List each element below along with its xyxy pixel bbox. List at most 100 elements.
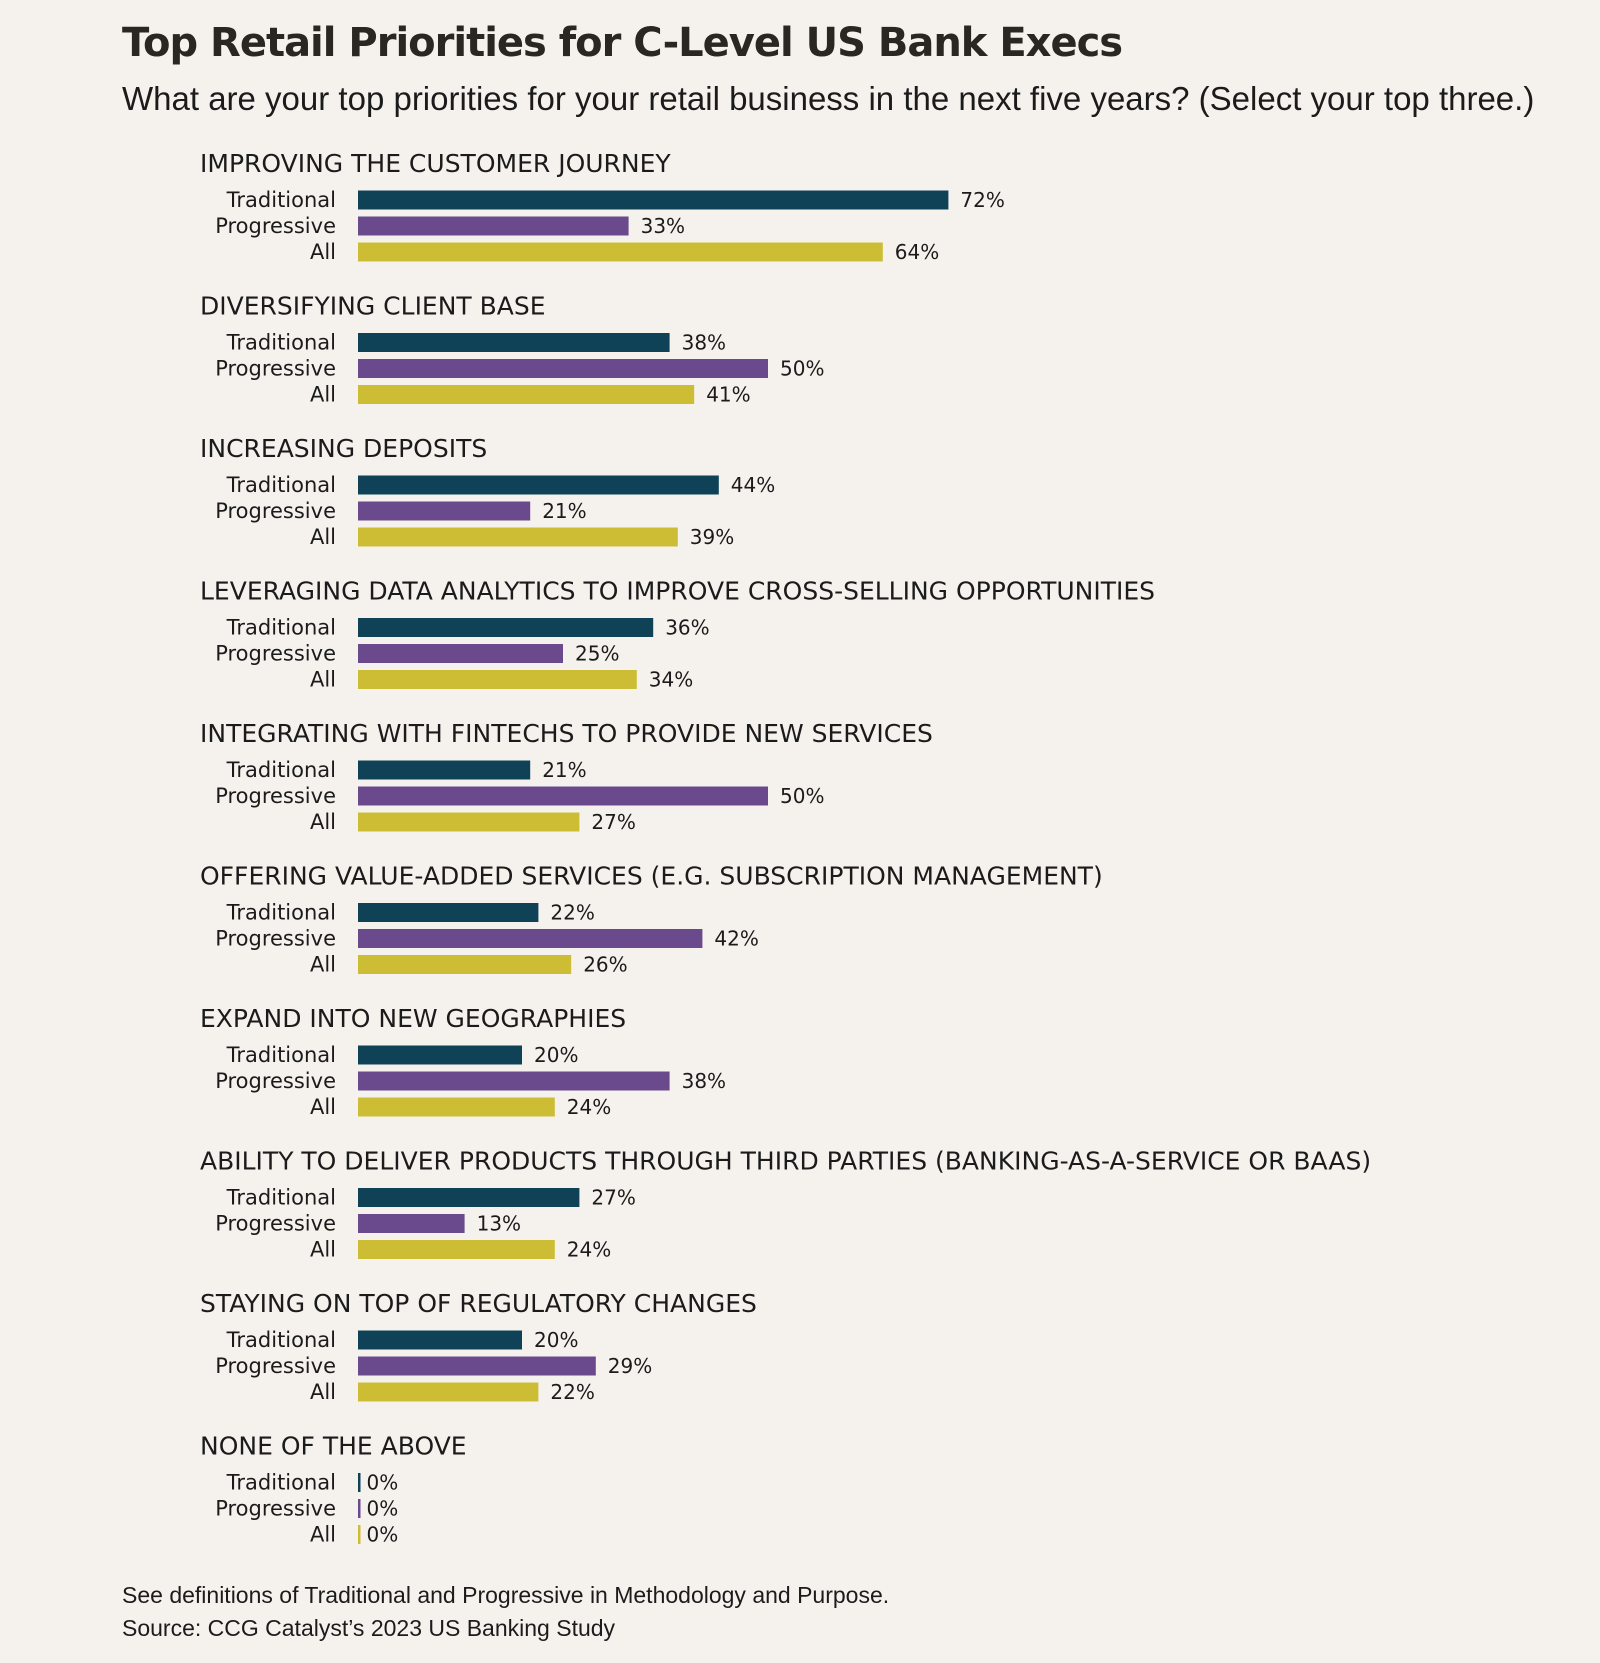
bar-all-8 xyxy=(358,1240,555,1259)
row-label-traditional-1: Traditional xyxy=(226,188,336,212)
category-label-9: STAYING ON TOP OF REGULATORY CHANGES xyxy=(200,1289,757,1318)
row-label-progressive-10: Progressive xyxy=(215,1497,336,1521)
row-label-progressive-8: Progressive xyxy=(215,1212,336,1236)
bar-progressive-7 xyxy=(358,1071,670,1091)
bar-all-7 xyxy=(358,1097,555,1117)
row-label-all-2: All xyxy=(310,383,336,407)
bar-progressive-5 xyxy=(358,786,768,806)
bar-traditional-9 xyxy=(358,1330,522,1350)
row-label-traditional-7: Traditional xyxy=(226,1043,336,1067)
row-label-all-1: All xyxy=(310,240,336,264)
row-label-all-3: All xyxy=(310,525,336,549)
bar-progressive-8 xyxy=(358,1214,465,1233)
bar-progressive-1 xyxy=(358,216,629,236)
value-label-progressive-2: 50% xyxy=(780,357,824,381)
bar-progressive-10 xyxy=(358,1499,361,1518)
chart-title: Top Retail Priorities for C-Level US Ban… xyxy=(122,20,1123,66)
bar-traditional-3 xyxy=(358,475,719,495)
row-label-progressive-7: Progressive xyxy=(215,1069,336,1093)
bar-traditional-4 xyxy=(358,618,654,637)
bar-all-3 xyxy=(358,527,678,547)
value-label-all-10: 0% xyxy=(367,1523,399,1547)
value-label-traditional-9: 20% xyxy=(534,1328,578,1352)
bar-traditional-7 xyxy=(358,1045,522,1065)
category-label-10: NONE OF THE ABOVE xyxy=(200,1432,467,1461)
value-label-all-7: 24% xyxy=(567,1095,611,1119)
value-label-progressive-5: 50% xyxy=(780,784,824,808)
row-label-progressive-3: Progressive xyxy=(215,499,336,523)
bar-all-1 xyxy=(358,242,883,262)
bar-all-6 xyxy=(358,955,572,974)
value-label-progressive-7: 38% xyxy=(682,1069,726,1093)
bar-all-2 xyxy=(358,385,695,404)
value-label-progressive-6: 42% xyxy=(714,927,758,951)
row-label-all-10: All xyxy=(310,1523,336,1547)
value-label-traditional-3: 44% xyxy=(731,473,775,497)
value-label-all-1: 64% xyxy=(895,240,939,264)
row-label-traditional-6: Traditional xyxy=(226,901,336,925)
bar-traditional-5 xyxy=(358,760,531,780)
bar-traditional-1 xyxy=(358,190,949,210)
row-label-progressive-4: Progressive xyxy=(215,642,336,666)
row-label-all-4: All xyxy=(310,668,336,692)
value-label-traditional-10: 0% xyxy=(367,1471,399,1495)
category-label-2: DIVERSIFYING CLIENT BASE xyxy=(200,292,546,321)
row-label-all-8: All xyxy=(310,1238,336,1262)
category-label-5: INTEGRATING WITH FINTECHS TO PROVIDE NEW… xyxy=(200,719,933,748)
row-label-traditional-2: Traditional xyxy=(226,331,336,355)
chart-subtitle: What are your top priorities for your re… xyxy=(122,80,1535,117)
bar-chart: IMPROVING THE CUSTOMER JOURNEY Traditiona… xyxy=(200,149,1371,1547)
row-label-all-7: All xyxy=(310,1095,336,1119)
footnote: See definitions of Traditional and Progr… xyxy=(122,1582,890,1608)
value-label-traditional-4: 36% xyxy=(665,616,709,640)
row-label-all-9: All xyxy=(310,1380,336,1404)
row-label-progressive-2: Progressive xyxy=(215,357,336,381)
row-label-traditional-4: Traditional xyxy=(226,616,336,640)
value-label-all-4: 34% xyxy=(649,668,693,692)
bar-all-10 xyxy=(358,1525,361,1544)
value-label-traditional-2: 38% xyxy=(682,331,726,355)
value-label-progressive-8: 13% xyxy=(477,1212,521,1236)
value-label-traditional-5: 21% xyxy=(542,758,586,782)
value-label-all-2: 41% xyxy=(706,383,750,407)
category-label-4: LEVERAGING DATA ANALYTICS TO IMPROVE CRO… xyxy=(200,577,1155,606)
bar-traditional-8 xyxy=(358,1188,580,1207)
value-label-progressive-3: 21% xyxy=(542,499,586,523)
value-label-all-3: 39% xyxy=(690,525,734,549)
category-label-3: INCREASING DEPOSITS xyxy=(200,434,487,463)
bar-all-4 xyxy=(358,670,637,689)
row-label-all-6: All xyxy=(310,953,336,977)
row-label-progressive-1: Progressive xyxy=(215,214,336,238)
value-label-all-6: 26% xyxy=(583,953,627,977)
bar-all-9 xyxy=(358,1382,539,1402)
row-label-traditional-3: Traditional xyxy=(226,473,336,497)
value-label-all-5: 27% xyxy=(591,810,635,834)
bar-all-5 xyxy=(358,812,580,832)
value-label-progressive-10: 0% xyxy=(367,1497,399,1521)
value-label-progressive-4: 25% xyxy=(575,642,619,666)
source-note: Source: CCG Catalyst’s 2023 US Banking S… xyxy=(122,1615,616,1641)
bar-progressive-4 xyxy=(358,644,563,663)
row-label-progressive-6: Progressive xyxy=(215,927,336,951)
bar-traditional-2 xyxy=(358,333,670,352)
value-label-traditional-8: 27% xyxy=(591,1186,635,1210)
value-label-traditional-7: 20% xyxy=(534,1043,578,1067)
bar-traditional-10 xyxy=(358,1473,361,1492)
category-label-8: ABILITY TO DELIVER PRODUCTS THROUGH THIR… xyxy=(200,1147,1371,1176)
value-label-progressive-1: 33% xyxy=(641,214,685,238)
category-label-7: EXPAND INTO NEW GEOGRAPHIES xyxy=(200,1004,626,1033)
value-label-all-9: 22% xyxy=(550,1380,594,1404)
row-label-progressive-9: Progressive xyxy=(215,1354,336,1378)
row-label-traditional-10: Traditional xyxy=(226,1471,336,1495)
row-label-all-5: All xyxy=(310,810,336,834)
value-label-traditional-1: 72% xyxy=(960,188,1004,212)
category-label-6: OFFERING VALUE-ADDED SERVICES (E.G. SUBS… xyxy=(200,862,1103,891)
bar-traditional-6 xyxy=(358,903,539,922)
value-label-all-8: 24% xyxy=(567,1238,611,1262)
row-label-progressive-5: Progressive xyxy=(215,784,336,808)
bar-progressive-2 xyxy=(358,359,768,378)
category-label-1: IMPROVING THE CUSTOMER JOURNEY xyxy=(200,149,671,178)
bar-progressive-3 xyxy=(358,501,531,521)
row-label-traditional-5: Traditional xyxy=(226,758,336,782)
value-label-traditional-6: 22% xyxy=(550,901,594,925)
